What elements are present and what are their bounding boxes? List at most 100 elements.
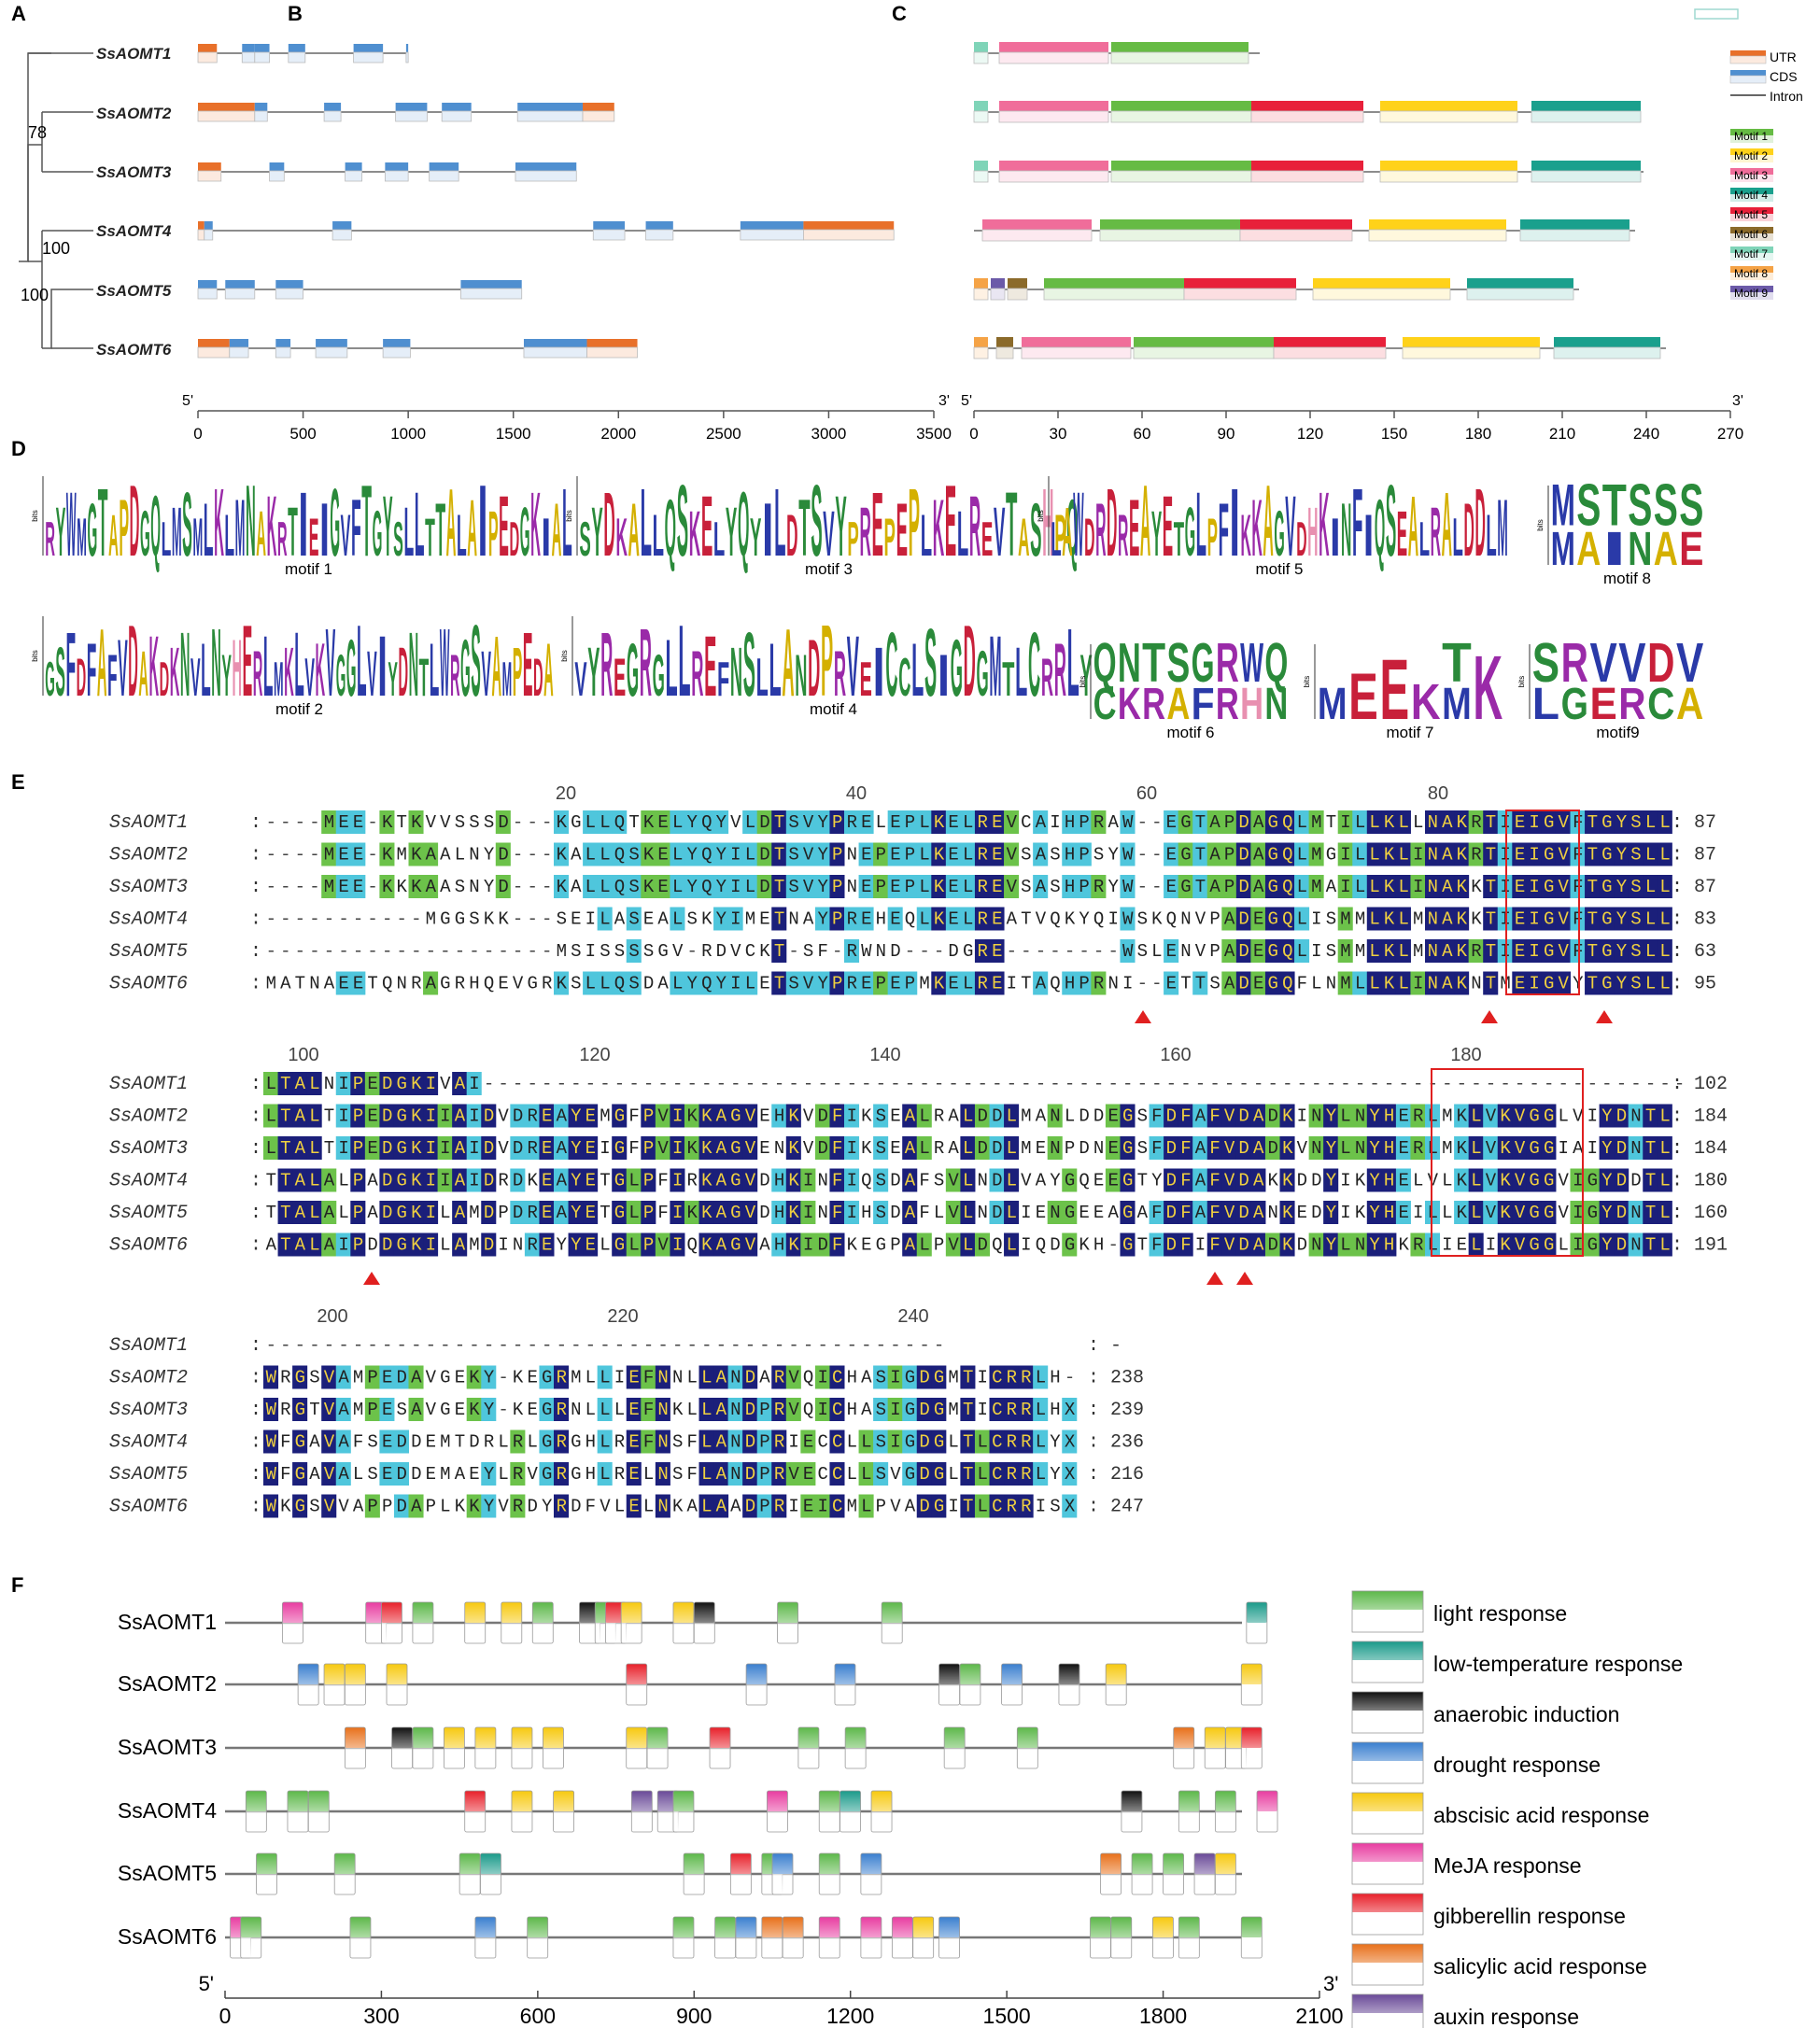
logo-letter: G (45, 652, 55, 706)
promoter-axis-tick-label: 900 (676, 2004, 712, 2028)
alignment-gap: - (527, 812, 537, 833)
alignment-cell-bg (1366, 939, 1382, 963)
motif-axis-tick-label: 150 (1381, 425, 1407, 443)
motif-axis-tick-label: 240 (1633, 425, 1659, 443)
logo-letter: A (1166, 679, 1190, 729)
alignment-gap: - (919, 941, 929, 962)
alignment-cell-bg (873, 1201, 889, 1224)
alignment-residue: Y (1601, 1235, 1613, 1256)
alignment-gap: - (1544, 1074, 1554, 1094)
alignment-residue: E (1515, 941, 1525, 962)
alignment-residue: E (1253, 974, 1263, 994)
alignment-residue: N (1050, 1138, 1060, 1159)
alignment-residue: I (498, 1235, 508, 1256)
alignment-residue: L (978, 1464, 988, 1485)
alignment-cell-bg (1264, 1136, 1280, 1160)
alignment-residue: W (266, 1368, 277, 1388)
alignment-residue: D (759, 812, 769, 833)
alignment-residue: E (1253, 909, 1263, 930)
motif7-box-bottom (973, 110, 989, 123)
alignment-gap: - (1209, 1074, 1220, 1094)
alignment-cell-bg (1425, 875, 1441, 898)
alignment-cell-bg (1497, 1168, 1513, 1192)
alignment-residue: D (1166, 1106, 1177, 1127)
logo-caption: motif 6 (1166, 724, 1214, 741)
logo-letter: V (1676, 631, 1704, 694)
alignment-gap: - (455, 941, 465, 962)
light-element (646, 1726, 669, 1769)
motif5-box-top (1184, 278, 1296, 289)
alignment-residue: A (803, 909, 814, 930)
alignment-residue: D (992, 1203, 1002, 1223)
motif9-box-top (991, 278, 1005, 289)
alignment-cell-bg (641, 1104, 656, 1128)
alignment-residue: G (397, 1235, 407, 1256)
alignment-residue: P (1209, 941, 1220, 962)
alignment-residue: T (280, 1203, 290, 1223)
alignment-cell-bg (1541, 939, 1557, 963)
promoter-legend-swatch-fade (1351, 1943, 1424, 1986)
alignment-residue: K (1384, 877, 1395, 897)
alignment-residue: L (1369, 877, 1379, 897)
logo-letter: N (1264, 679, 1288, 729)
alignment-cell-bg (641, 1201, 656, 1224)
alignment-residue: D (759, 877, 769, 897)
alignment-residue: R (1007, 1432, 1017, 1453)
alignment-residue: Y (817, 974, 828, 994)
alignment-residue: V (426, 1368, 437, 1388)
alignment-cell-bg (568, 1136, 584, 1160)
alignment-cell-bg (727, 1168, 743, 1192)
light-element (412, 1601, 434, 1644)
alignment-cell-bg (466, 1398, 482, 1421)
alignment-residue: A (1007, 909, 1018, 930)
alignment-residue: E (948, 812, 958, 833)
alignment-cell-bg (1425, 939, 1441, 963)
alignment-cell-bg (1235, 1136, 1251, 1160)
alignment-residue: K (498, 909, 509, 930)
alignment-residue: L (527, 1432, 537, 1453)
alignment-residue: R (1021, 1432, 1031, 1453)
alignment-cell-bg (1264, 810, 1280, 834)
logo-letter: I (478, 464, 488, 578)
alignment-residue: Q (1282, 845, 1292, 866)
alignment-cell-bg (1555, 875, 1571, 898)
alignment-residue: G (1268, 845, 1278, 866)
alignment-cell-bg (1628, 939, 1644, 963)
motif4-box-bottom (1553, 346, 1661, 359)
alignment-row-end: : 160 (1672, 1203, 1728, 1224)
alignment-residue: K (788, 1171, 799, 1191)
alignment-residue: L (934, 1203, 944, 1223)
alignment-cell-bg (1410, 971, 1426, 995)
alignment-residue: Q (1036, 1235, 1046, 1256)
alignment-residue: H (1065, 812, 1075, 833)
alignment-residue: S (1137, 1106, 1148, 1127)
alignment-cell-bg (713, 971, 729, 995)
alignment-residue: Y (687, 812, 698, 833)
alignment-residue: I (948, 1497, 958, 1517)
panel-label-a: A (11, 2, 26, 25)
alignment-residue: K (701, 1235, 712, 1256)
alignment-residue: G (934, 1368, 944, 1388)
alignment-residue: S (628, 909, 639, 930)
alignment-seq-name: SsAOMT3 (109, 877, 188, 898)
alignment-cell-bg (393, 1136, 409, 1160)
light-element (287, 1790, 309, 1833)
alignment-residue: A (411, 1497, 422, 1517)
alignment-gap: - (382, 1335, 392, 1356)
cds-segment-top (383, 339, 411, 347)
alignment-residue: K (643, 812, 655, 833)
alignment-residue: M (324, 845, 334, 866)
alignment-residue: G (397, 1138, 407, 1159)
alignment-residue: D (1238, 1171, 1249, 1191)
alignment-residue: K (788, 1106, 799, 1127)
alignment-residue: N (657, 1464, 668, 1485)
alignment-cell-bg (292, 1429, 308, 1454)
alignment-residue: E (338, 845, 348, 866)
alignment-gap: - (266, 877, 276, 897)
alignment-residue: V (948, 1171, 959, 1191)
alignment-gap: - (1137, 877, 1148, 897)
alignment-residue: I (426, 1106, 436, 1127)
alignment-cell-bg (1279, 1168, 1295, 1192)
alignment-cell-bg (974, 810, 990, 834)
alignment-residue: F (1573, 877, 1583, 897)
